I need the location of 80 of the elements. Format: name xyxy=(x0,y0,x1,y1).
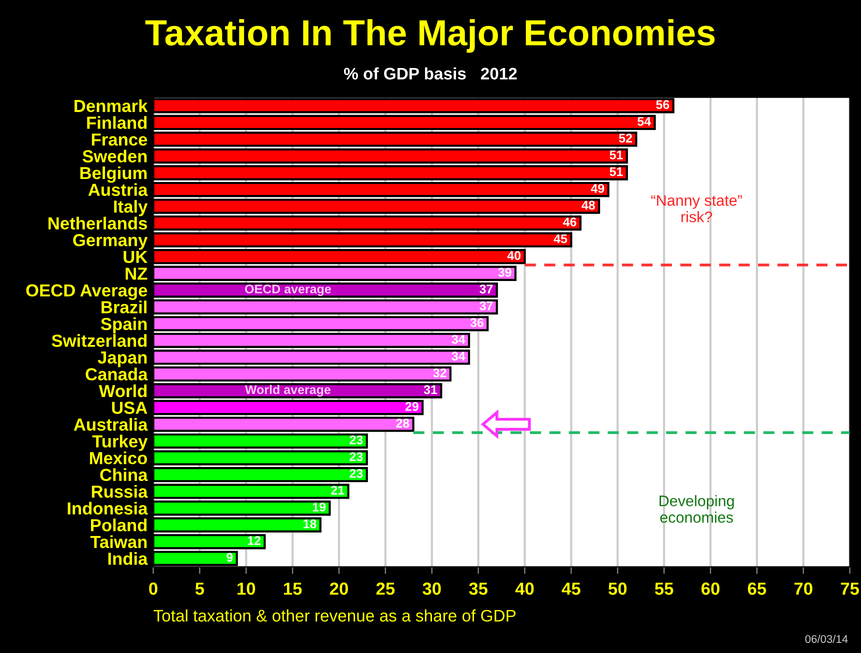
y-tick-label: Finland xyxy=(87,116,147,129)
x-tick-label: 55 xyxy=(654,582,674,595)
data-label: 40 xyxy=(507,251,521,260)
y-tick-label: NZ xyxy=(126,268,148,280)
y-tick-label: Switzerland xyxy=(52,334,147,347)
data-label: 21 xyxy=(331,486,344,495)
x-tick-label: 75 xyxy=(840,582,859,595)
data-label: 34 xyxy=(452,352,466,361)
y-tick-label: USA xyxy=(112,402,148,414)
x-tick-label: 60 xyxy=(701,582,720,595)
annotation: World average xyxy=(244,384,330,397)
data-label: 37 xyxy=(480,284,493,294)
annotation: “Nanny state” risk? xyxy=(651,195,742,222)
y-tick-label: Turkey xyxy=(92,434,148,451)
y-tick-label: UK xyxy=(124,250,148,264)
data-label: 18 xyxy=(304,519,316,528)
data-label: 37 xyxy=(480,301,493,310)
x-tick-label: 40 xyxy=(515,582,534,595)
data-label: 48 xyxy=(582,200,595,210)
y-tick-label: Italy xyxy=(114,200,148,216)
data-label: 23 xyxy=(350,452,363,462)
x-tick-label: 65 xyxy=(748,582,766,595)
x-tick-label: 25 xyxy=(376,582,395,595)
y-tick-label: Sweden xyxy=(82,150,147,162)
x-tick-label: 30 xyxy=(422,582,441,595)
data-label: 45 xyxy=(554,234,568,244)
x-tick-label: 35 xyxy=(469,582,488,595)
y-tick-label: India xyxy=(108,552,148,565)
y-tick-label: China xyxy=(100,468,148,482)
y-tick-label: World xyxy=(98,384,147,398)
y-tick-label: Japan xyxy=(98,352,147,368)
y-tick-label: Germany xyxy=(73,234,148,250)
y-tick-label: Belgium xyxy=(80,166,147,183)
y-tick-label: Spain xyxy=(100,317,147,334)
data-label: 52 xyxy=(618,134,632,143)
y-tick-label: Poland xyxy=(90,518,147,532)
data-label: 54 xyxy=(638,117,651,126)
data-label: 19 xyxy=(312,502,326,512)
x-tick-label: 20 xyxy=(330,582,348,595)
data-label: 36 xyxy=(470,318,484,328)
y-tick-label: Taiwan xyxy=(90,535,147,548)
y-tick-label: Brazil xyxy=(102,300,146,314)
y-tick-label: Denmark xyxy=(74,99,148,112)
chart-title: Taxation In The Major Economies xyxy=(145,19,715,53)
data-label: 12 xyxy=(248,536,260,545)
data-label: 23 xyxy=(350,436,363,444)
y-tick-label: Australia xyxy=(74,418,148,431)
x-tick-label: 10 xyxy=(238,582,256,595)
annotation: OECD average xyxy=(245,284,331,296)
data-label: 34 xyxy=(452,334,466,344)
y-tick-label: Austria xyxy=(88,183,148,196)
y-tick-label: Russia xyxy=(92,485,148,498)
y-tick-label: Canada xyxy=(86,368,148,380)
data-label: 51 xyxy=(610,167,623,176)
y-tick-label: France xyxy=(92,134,148,146)
data-label: 31 xyxy=(424,385,438,394)
x-tick-label: 50 xyxy=(608,582,627,595)
data-label: 28 xyxy=(396,418,410,428)
y-tick-label: OECD Average xyxy=(26,284,148,300)
annotation: Developing economies xyxy=(660,495,734,523)
data-label: 51 xyxy=(610,150,623,160)
data-label: 39 xyxy=(498,268,512,277)
chart-subtitle: % of GDP basis 2012 xyxy=(344,67,517,80)
data-label: 56 xyxy=(656,100,670,110)
y-tick-label: Mexico xyxy=(90,452,148,464)
data-label: 49 xyxy=(590,184,604,193)
data-label: 32 xyxy=(433,368,446,378)
data-label: 23 xyxy=(350,469,363,478)
y-tick-label: Indonesia xyxy=(68,502,148,515)
x-tick-label: 45 xyxy=(562,582,580,595)
x-tick-label: 70 xyxy=(794,582,812,595)
y-tick-label: Netherlands xyxy=(48,216,147,230)
x-tick-label: 15 xyxy=(284,582,302,595)
text: 06/03/14 xyxy=(805,634,848,643)
data-label: 29 xyxy=(405,402,418,411)
data-label: 46 xyxy=(563,218,576,226)
data-label: 9 xyxy=(226,552,233,562)
x-axis-title: Total taxation & other revenue as a share of GDP xyxy=(154,609,516,622)
x-tick-label: 0 xyxy=(149,582,158,595)
x-tick-label: 5 xyxy=(195,582,204,595)
